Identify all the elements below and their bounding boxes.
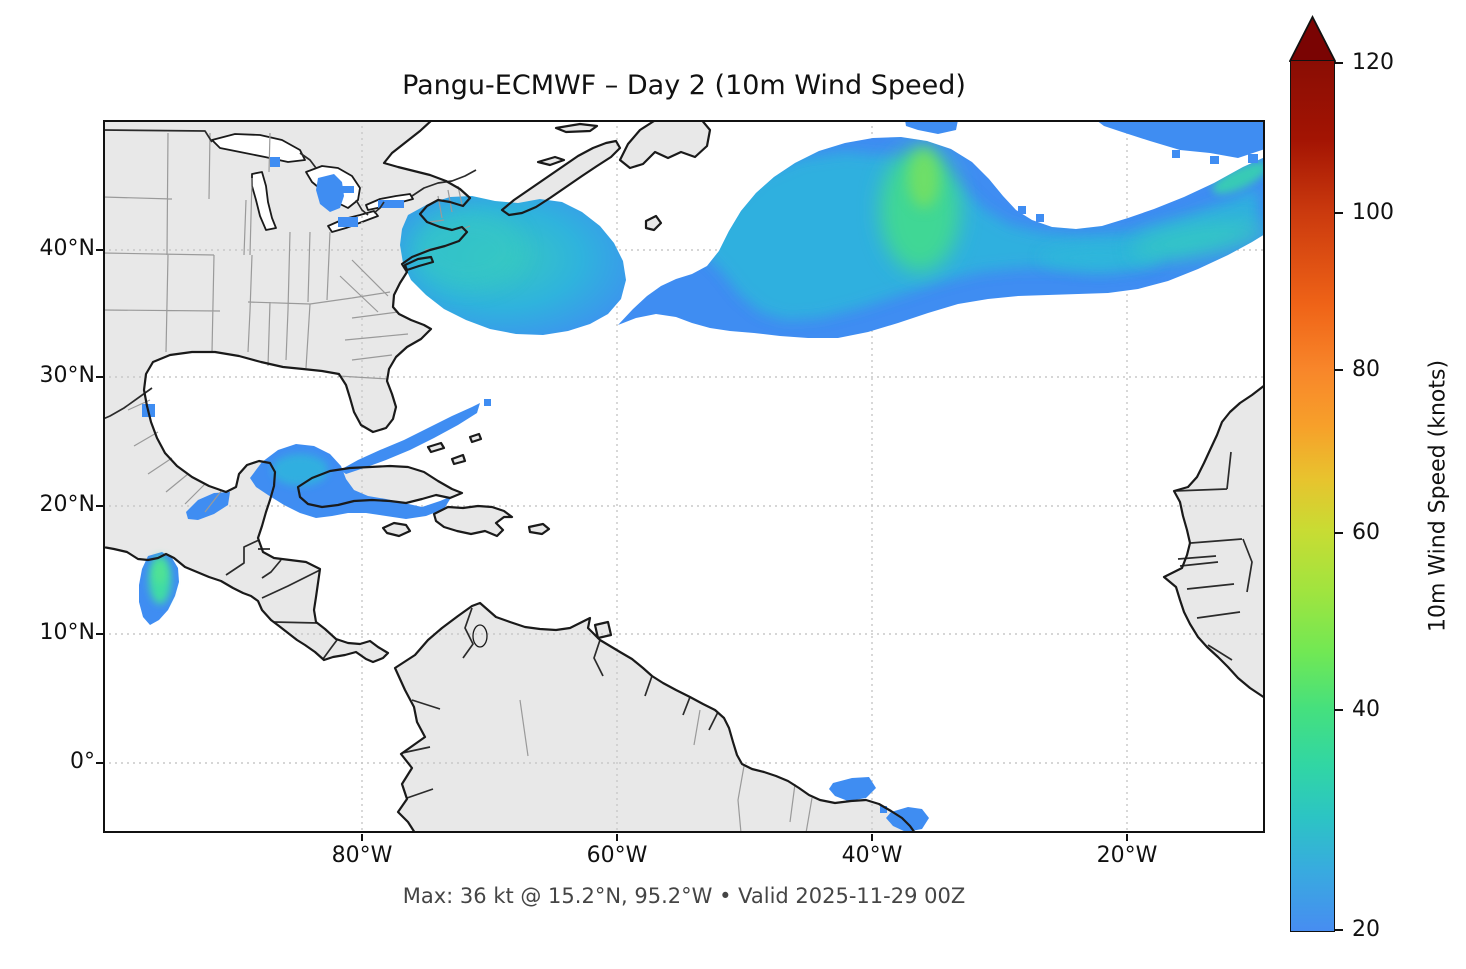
coastline-layer [103,120,1265,833]
x-axis-label-20w: 20°W [1096,843,1158,868]
colorbar-gradient [1290,60,1335,932]
country-border-layer [103,129,1253,799]
colorbar-tick-mark [1335,929,1343,931]
colorbar-tick-mark [1335,212,1343,214]
colorbar-extend-arrow-icon [1289,15,1336,62]
y-tick-mark [96,633,103,635]
y-axis-label-20n: 20°N [39,492,95,517]
plot-border [103,120,1265,833]
x-tick-mark [361,834,363,841]
y-axis-label-0: 0° [70,749,95,774]
colorbar-tick-mark [1335,709,1343,711]
colorbar-axis-label: 10m Wind Speed (knots) [1425,359,1451,633]
y-tick-mark [96,762,103,764]
colorbar-tick-mark [1335,532,1343,534]
colorbar-label-40: 40 [1352,697,1380,722]
y-tick-mark [96,376,103,378]
colorbar-label-60: 60 [1352,520,1380,545]
x-tick-mark [1126,834,1128,841]
colorbar-label-120: 120 [1352,50,1394,75]
y-axis-label-30n: 30°N [39,363,95,388]
x-tick-mark [616,834,618,841]
map-plot [103,120,1265,833]
colorbar-label-80: 80 [1352,357,1380,382]
x-axis-label-40w: 40°W [841,843,903,868]
chart-title: Pangu-ECMWF – Day 2 (10m Wind Speed) [402,70,966,101]
y-axis-label-40n: 40°N [39,236,95,261]
x-axis-label-60w: 60°W [586,843,648,868]
state-border-layer [103,132,813,833]
colorbar-label-20: 20 [1352,917,1380,942]
colorbar-tick-mark [1335,62,1343,64]
x-axis-label-80w: 80°W [331,843,393,868]
subtitle: Max: 36 kt @ 15.2°N, 95.2°W • Valid 2025… [402,884,966,908]
colorbar-label-100: 100 [1352,200,1394,225]
x-tick-mark [871,834,873,841]
y-axis-label-10n: 10°N [39,620,95,645]
y-tick-mark [96,249,103,251]
map-canvas [103,120,1265,833]
wind-field-layer [139,120,1265,832]
y-tick-mark [96,505,103,507]
colorbar-tick-mark [1335,369,1343,371]
